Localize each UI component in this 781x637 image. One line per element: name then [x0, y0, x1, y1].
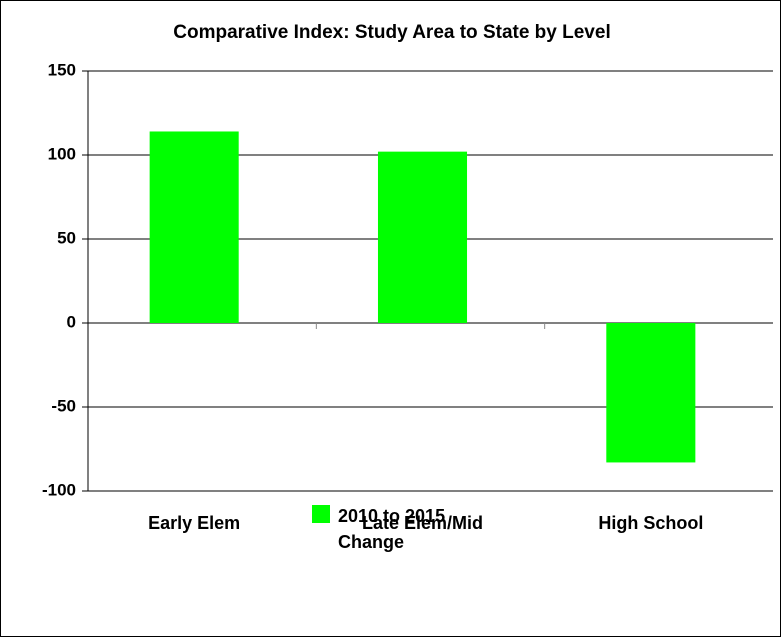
y-tick-label: 50	[57, 228, 76, 247]
x-tick-label: High School	[598, 513, 703, 533]
x-tick-label: Late Elem/Mid	[362, 513, 483, 533]
x-tick-label: Early Elem	[148, 513, 240, 533]
chart-title: Comparative Index: Study Area to State b…	[173, 22, 610, 43]
legend-swatch	[312, 505, 330, 523]
bar	[377, 151, 468, 323]
y-tick-label: 100	[48, 144, 76, 163]
bar	[606, 323, 696, 463]
bar	[149, 131, 239, 323]
y-tick-label: 0	[67, 312, 76, 331]
y-tick-label: -100	[42, 480, 76, 499]
legend-label: 2010 to 2015 Change	[338, 506, 446, 552]
y-tick-label: -50	[51, 396, 76, 415]
y-tick-label: 150	[48, 60, 76, 79]
